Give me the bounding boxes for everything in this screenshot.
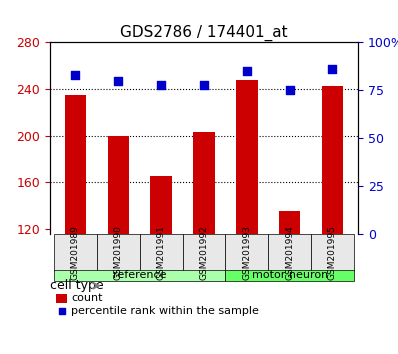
Point <box>329 67 336 72</box>
Text: percentile rank within the sample: percentile rank within the sample <box>71 306 259 316</box>
FancyBboxPatch shape <box>311 234 354 271</box>
Text: GSM201990: GSM201990 <box>114 225 123 280</box>
FancyBboxPatch shape <box>54 270 225 280</box>
Text: motor neuron: motor neuron <box>252 270 328 280</box>
Text: cell type: cell type <box>50 279 103 292</box>
FancyBboxPatch shape <box>225 270 354 280</box>
Text: GSM201992: GSM201992 <box>199 225 209 280</box>
Bar <box>107 136 129 234</box>
FancyBboxPatch shape <box>54 234 97 271</box>
Bar <box>65 95 86 234</box>
Point <box>72 72 79 78</box>
Bar <box>56 294 67 303</box>
Point <box>115 78 121 84</box>
Text: reference: reference <box>113 270 166 280</box>
FancyBboxPatch shape <box>140 234 183 271</box>
Point <box>201 82 207 87</box>
Point <box>287 88 293 93</box>
Text: GSM201989: GSM201989 <box>71 225 80 280</box>
FancyBboxPatch shape <box>97 234 140 271</box>
Bar <box>236 80 258 234</box>
Text: GSM201994: GSM201994 <box>285 225 294 280</box>
Text: GSM201993: GSM201993 <box>242 225 251 280</box>
Point <box>244 68 250 74</box>
Point <box>158 82 164 87</box>
Text: GSM201991: GSM201991 <box>157 225 166 280</box>
FancyBboxPatch shape <box>183 234 225 271</box>
Point <box>59 308 65 314</box>
Title: GDS2786 / 174401_at: GDS2786 / 174401_at <box>120 25 288 41</box>
Text: GSM201995: GSM201995 <box>328 225 337 280</box>
Bar <box>279 211 300 234</box>
Text: count: count <box>71 293 103 303</box>
Bar <box>150 176 172 234</box>
Bar <box>322 86 343 234</box>
Bar <box>193 132 215 234</box>
FancyBboxPatch shape <box>225 234 268 271</box>
FancyBboxPatch shape <box>268 234 311 271</box>
